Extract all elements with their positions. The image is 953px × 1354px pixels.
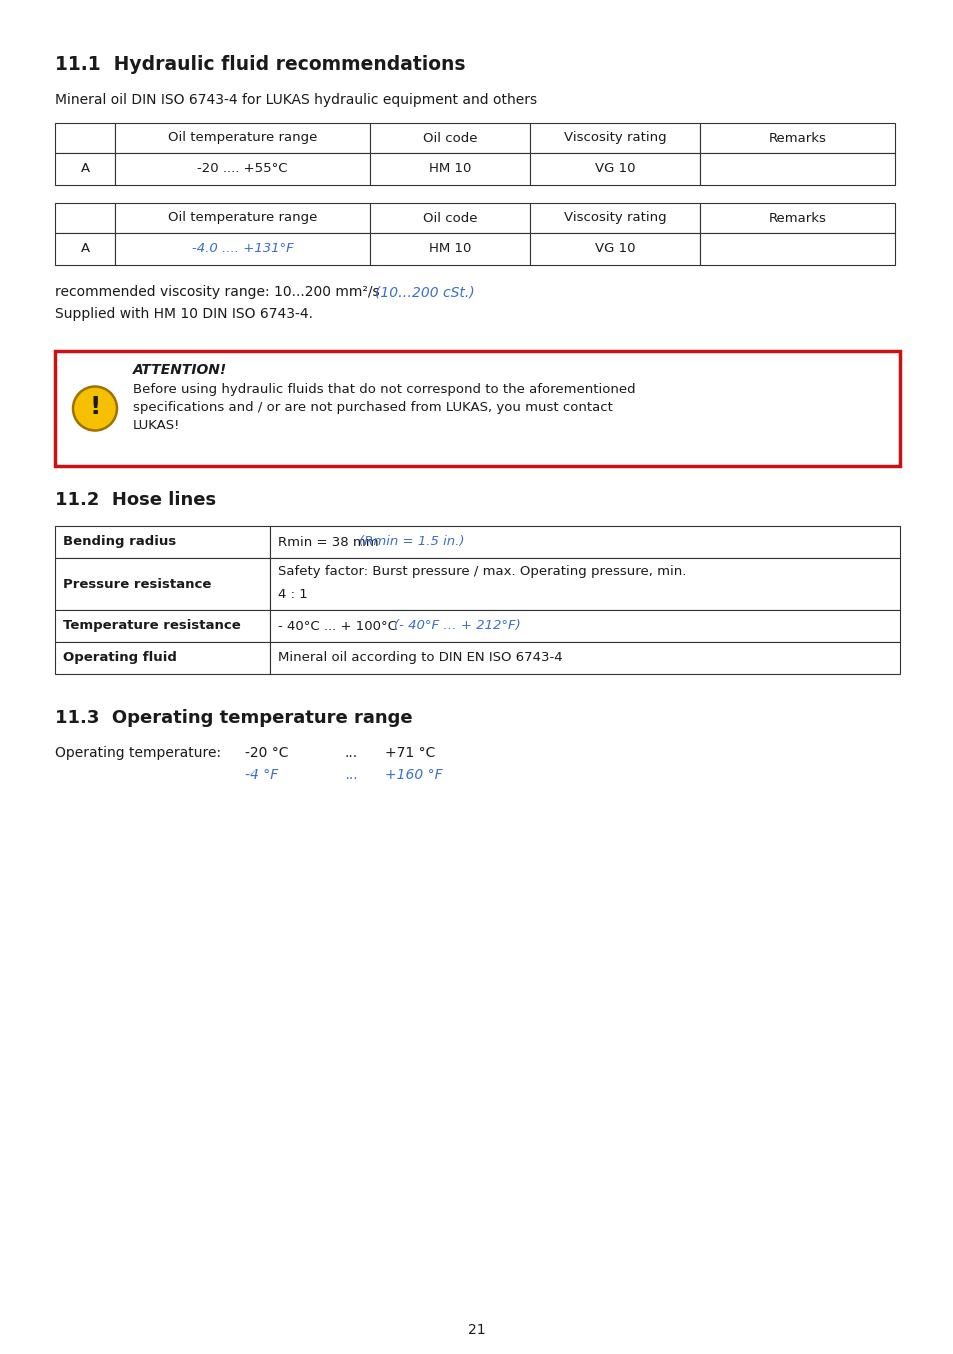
Bar — [530, 123, 700, 153]
Bar — [115, 153, 370, 185]
Bar — [115, 123, 370, 153]
Bar — [270, 611, 899, 642]
Text: +160 °F: +160 °F — [385, 768, 442, 783]
Text: (10…200 cSt.): (10…200 cSt.) — [375, 284, 475, 299]
Text: - 40°C ... + 100°C: - 40°C ... + 100°C — [277, 620, 405, 632]
Bar — [700, 233, 894, 265]
Bar — [55, 233, 115, 265]
Bar — [55, 123, 115, 153]
Bar — [55, 558, 270, 611]
Text: ...: ... — [345, 746, 357, 760]
Bar — [530, 203, 700, 233]
Text: -4 °F: -4 °F — [245, 768, 278, 783]
Text: +71 °C: +71 °C — [385, 746, 435, 760]
Text: Remarks: Remarks — [768, 131, 825, 145]
Text: Safety factor: Burst pressure / max. Operating pressure, min.: Safety factor: Burst pressure / max. Ope… — [277, 566, 685, 578]
Text: HM 10: HM 10 — [428, 242, 471, 256]
Bar — [115, 233, 370, 265]
Text: Oil temperature range: Oil temperature range — [168, 131, 316, 145]
Circle shape — [73, 386, 117, 431]
Text: Oil code: Oil code — [422, 131, 476, 145]
Bar — [55, 351, 899, 466]
Text: Operating fluid: Operating fluid — [63, 651, 176, 665]
Bar — [700, 123, 894, 153]
Text: -4.0 .... +131°F: -4.0 .... +131°F — [192, 242, 294, 256]
Text: A: A — [80, 242, 90, 256]
Bar — [115, 203, 370, 233]
Text: !: ! — [90, 394, 101, 418]
Text: Viscosity rating: Viscosity rating — [563, 131, 665, 145]
Text: Temperature resistance: Temperature resistance — [63, 620, 240, 632]
Text: ATTENTION!: ATTENTION! — [132, 363, 227, 376]
Bar — [530, 233, 700, 265]
Bar — [55, 525, 270, 558]
Bar — [700, 203, 894, 233]
Bar — [530, 153, 700, 185]
Text: -20 .... +55°C: -20 .... +55°C — [197, 162, 288, 176]
Text: 11.1  Hydraulic fluid recommendations: 11.1 Hydraulic fluid recommendations — [55, 56, 465, 74]
Bar — [370, 123, 530, 153]
Text: Viscosity rating: Viscosity rating — [563, 211, 665, 225]
Text: Mineral oil according to DIN EN ISO 6743-4: Mineral oil according to DIN EN ISO 6743… — [277, 651, 562, 665]
Bar — [55, 153, 115, 185]
Text: Operating temperature:: Operating temperature: — [55, 746, 221, 760]
Text: HM 10: HM 10 — [428, 162, 471, 176]
Bar — [700, 153, 894, 185]
Text: specifications and / or are not purchased from LUKAS, you must contact: specifications and / or are not purchase… — [132, 401, 612, 414]
Text: recommended viscosity range: 10...200 mm²/s: recommended viscosity range: 10...200 mm… — [55, 284, 379, 299]
Bar — [55, 642, 270, 674]
Text: -20 °C: -20 °C — [245, 746, 288, 760]
Bar — [370, 233, 530, 265]
Text: Mineral oil DIN ISO 6743-4 for LUKAS hydraulic equipment and others: Mineral oil DIN ISO 6743-4 for LUKAS hyd… — [55, 93, 537, 107]
Text: Remarks: Remarks — [768, 211, 825, 225]
Text: LUKAS!: LUKAS! — [132, 418, 180, 432]
Text: 4 : 1: 4 : 1 — [277, 588, 308, 601]
Text: Pressure resistance: Pressure resistance — [63, 578, 212, 590]
Bar — [370, 203, 530, 233]
Text: Rmin = 38 mm: Rmin = 38 mm — [277, 535, 387, 548]
Text: ...: ... — [345, 768, 357, 783]
Text: (Rmin = 1.5 in.): (Rmin = 1.5 in.) — [359, 535, 464, 548]
Text: Bending radius: Bending radius — [63, 535, 176, 548]
Text: 11.2  Hose lines: 11.2 Hose lines — [55, 492, 216, 509]
Bar — [270, 558, 899, 611]
Text: Oil code: Oil code — [422, 211, 476, 225]
Bar — [55, 203, 115, 233]
Text: Oil temperature range: Oil temperature range — [168, 211, 316, 225]
Text: A: A — [80, 162, 90, 176]
Bar — [270, 525, 899, 558]
Text: Before using hydraulic fluids that do not correspond to the aforementioned: Before using hydraulic fluids that do no… — [132, 383, 635, 395]
Bar — [270, 642, 899, 674]
Text: VG 10: VG 10 — [594, 162, 635, 176]
Text: (- 40°F … + 212°F): (- 40°F … + 212°F) — [394, 620, 520, 632]
Bar — [55, 611, 270, 642]
Text: Supplied with HM 10 DIN ISO 6743-4.: Supplied with HM 10 DIN ISO 6743-4. — [55, 307, 313, 321]
Text: 11.3  Operating temperature range: 11.3 Operating temperature range — [55, 709, 413, 727]
Text: VG 10: VG 10 — [594, 242, 635, 256]
Text: 21: 21 — [468, 1323, 485, 1336]
Bar — [370, 153, 530, 185]
